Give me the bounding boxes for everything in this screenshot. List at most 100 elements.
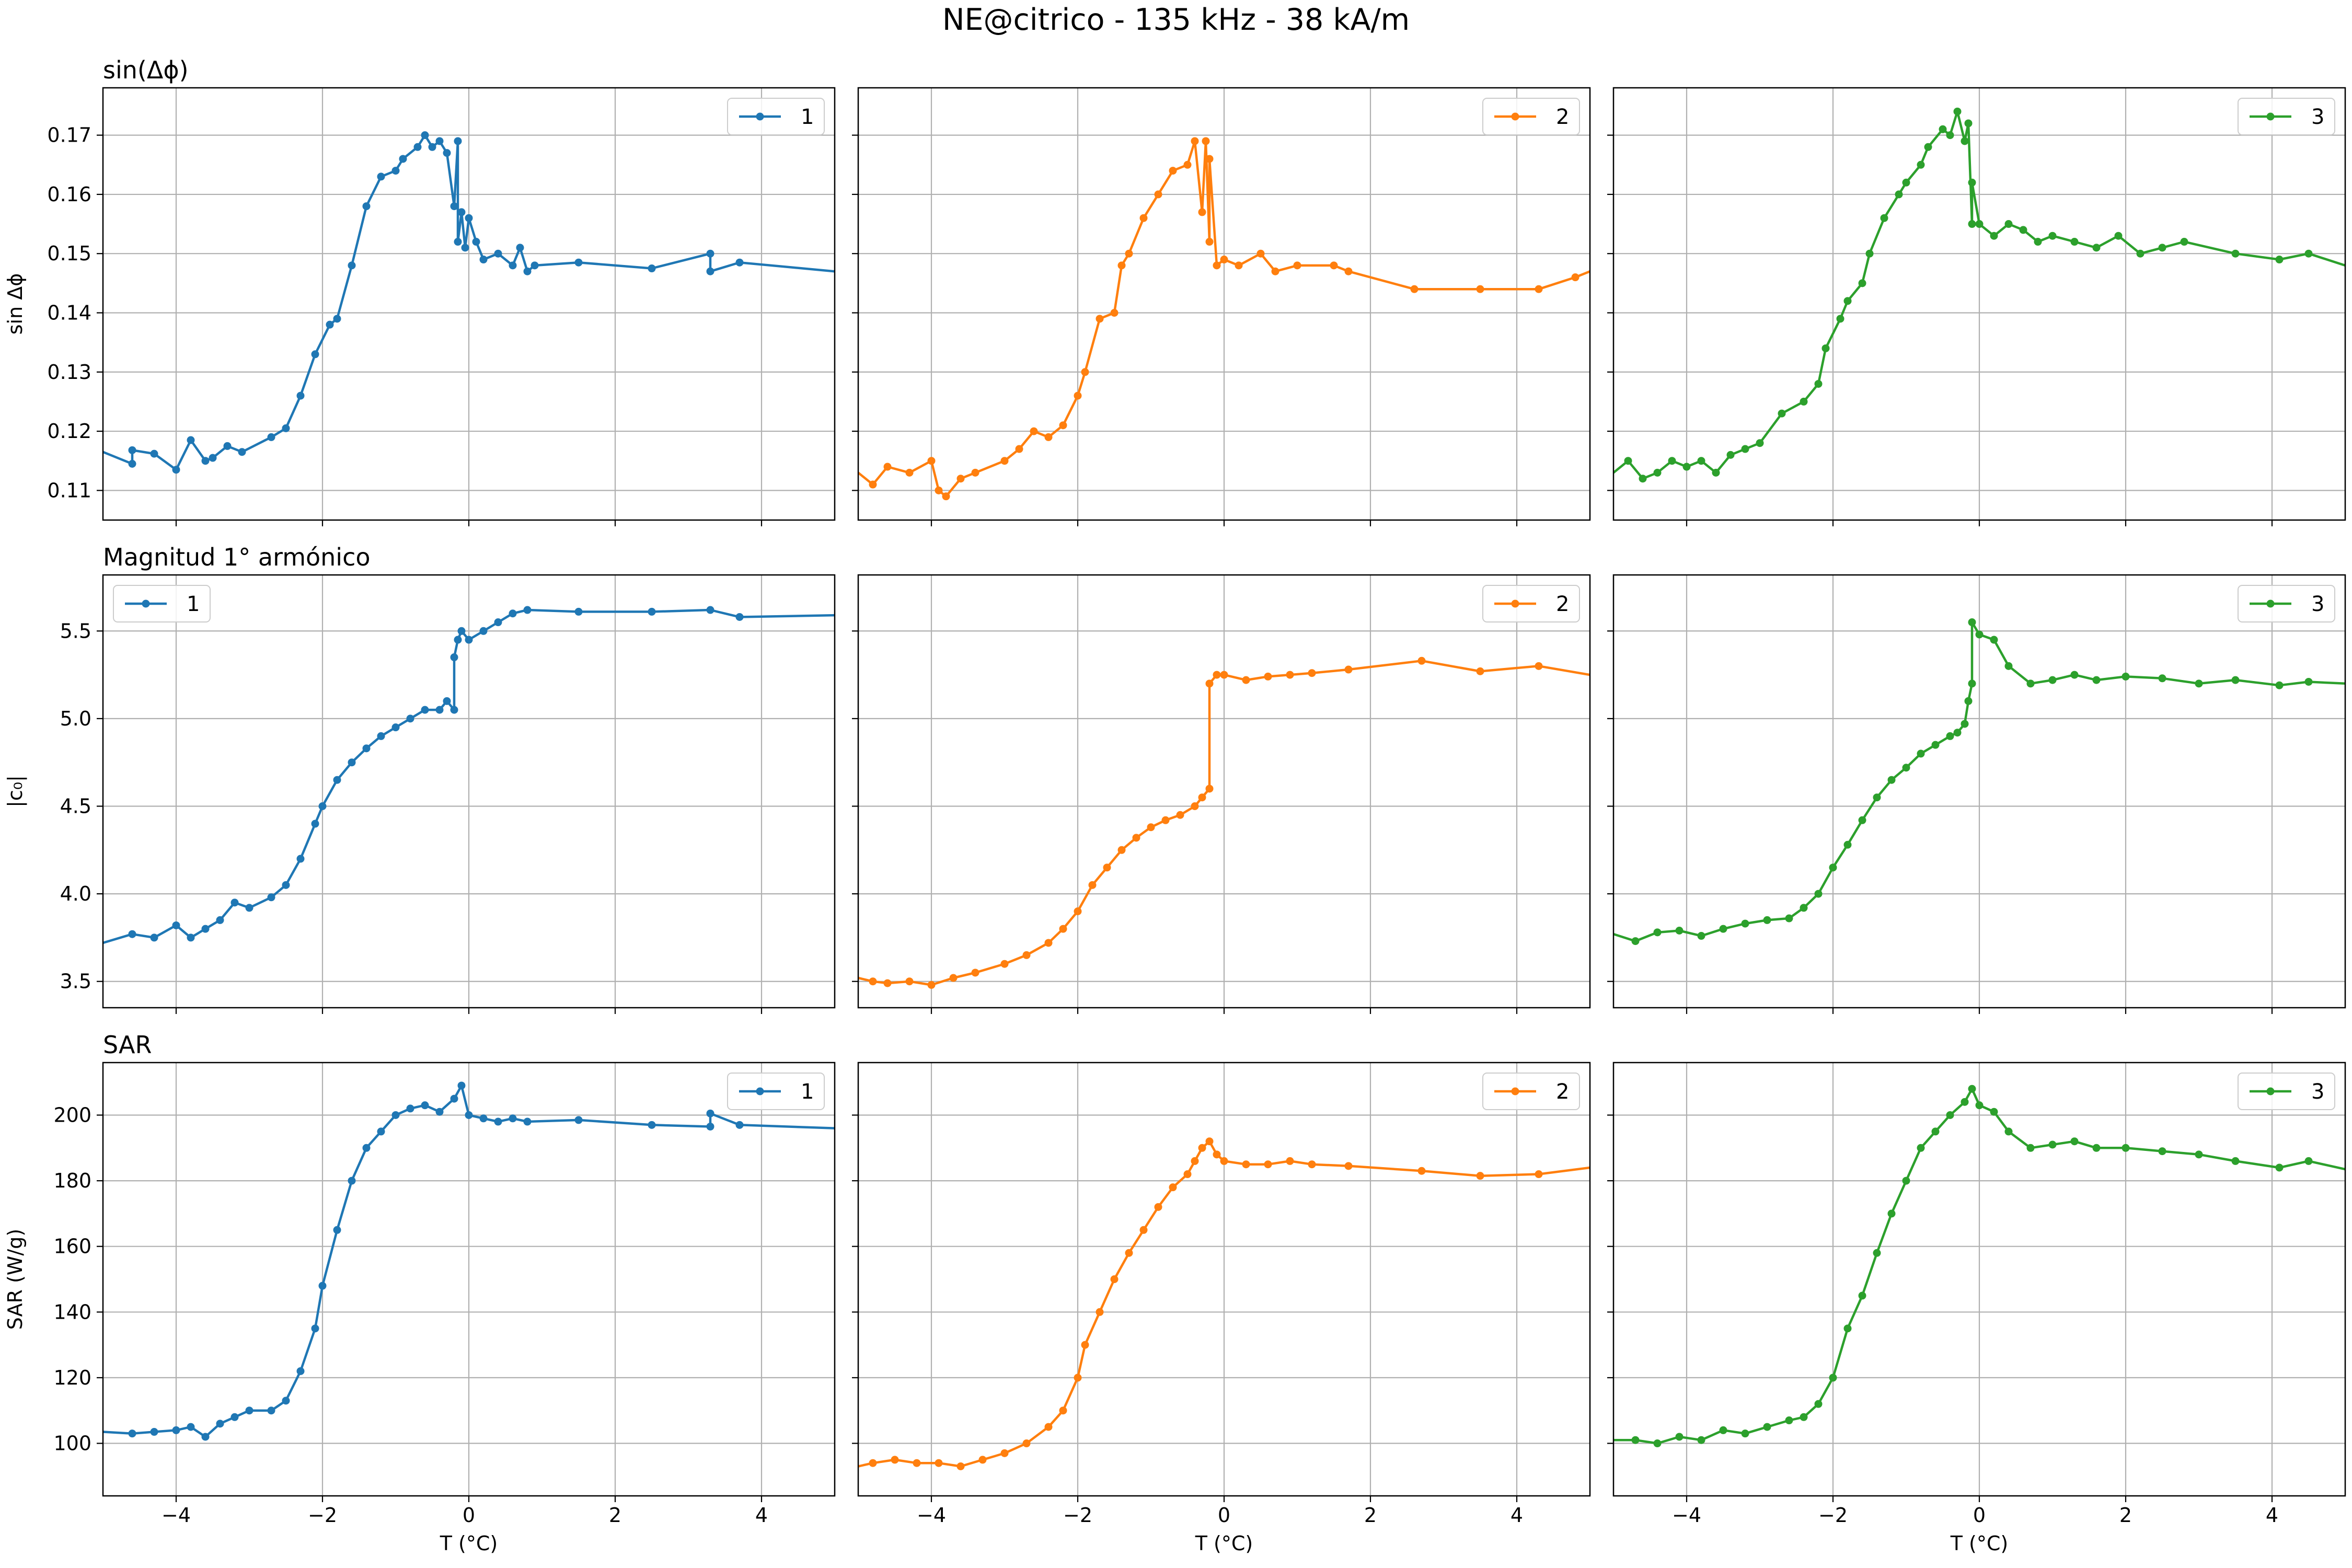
data-point — [523, 267, 532, 275]
data-point — [971, 969, 979, 977]
data-point — [362, 202, 371, 211]
data-point — [311, 1324, 319, 1333]
data-point — [1631, 937, 1640, 946]
data-point — [128, 459, 136, 468]
y-tick-label: 0.14 — [47, 301, 91, 324]
legend-label: 2 — [1556, 592, 1569, 616]
data-point — [1096, 315, 1104, 323]
data-point — [406, 714, 414, 723]
subplot: 0.11 0.12 0.13 0.14 0.15 0.16 0.17 1 — [47, 87, 836, 526]
data-point — [1044, 1423, 1053, 1431]
data-point — [2122, 672, 2130, 681]
series-line — [858, 1140, 1590, 1468]
data-point — [296, 1367, 305, 1375]
legend-marker — [756, 112, 764, 121]
x-tick-label: −2 — [1818, 1504, 1848, 1527]
data-point — [450, 202, 458, 211]
data-point — [1843, 840, 1852, 849]
data-point — [494, 249, 502, 258]
data-point — [216, 1420, 224, 1428]
data-point — [1990, 1108, 1998, 1116]
data-point — [457, 1081, 466, 1090]
y-tick-label: 160 — [53, 1235, 91, 1258]
data-point — [377, 1127, 385, 1136]
data-point — [267, 433, 275, 441]
data-point — [1286, 1157, 1294, 1165]
data-point — [1330, 261, 1338, 270]
data-point — [391, 1111, 400, 1119]
data-point — [1697, 1436, 1705, 1444]
legend: 3 — [2238, 98, 2335, 135]
data-point — [1964, 119, 1973, 128]
data-point — [377, 172, 385, 181]
data-point — [1741, 1429, 1749, 1438]
data-point — [128, 1429, 136, 1438]
data-point — [1154, 1203, 1162, 1211]
data-point — [1946, 732, 1954, 740]
subplot: 3 — [1607, 87, 2346, 526]
data-point — [1125, 249, 1133, 258]
data-point — [1990, 636, 1998, 644]
data-point — [2231, 1157, 2240, 1165]
data-point — [1756, 439, 1764, 447]
data-point — [150, 933, 158, 942]
data-point — [128, 930, 136, 938]
data-point — [1865, 249, 1874, 258]
y-tick-label: 180 — [53, 1169, 91, 1192]
data-point — [706, 606, 714, 614]
data-point — [1924, 143, 1932, 151]
legend-marker — [1511, 599, 1519, 608]
data-point — [883, 463, 892, 471]
data-point — [1763, 1423, 1771, 1431]
subplot: −4 −2 0 2 4 100 120 140 160 180 200 T (°C) 1 — [53, 1062, 836, 1555]
y-tick-label: 4.5 — [60, 794, 91, 817]
data-point — [1964, 697, 1973, 705]
x-tick-label: −4 — [162, 1504, 191, 1527]
data-point — [1778, 409, 1786, 418]
data-point — [1800, 397, 1808, 406]
data-point — [1139, 1226, 1148, 1234]
legend: 1 — [727, 98, 825, 135]
y-tick-label: 0.17 — [47, 124, 91, 147]
data-point — [1183, 160, 1192, 169]
data-point — [348, 758, 356, 767]
data-point — [648, 264, 656, 273]
data-point — [1205, 679, 1214, 688]
data-point — [1242, 1160, 1250, 1169]
legend-label: 1 — [187, 592, 200, 616]
data-point — [2092, 244, 2101, 252]
data-point — [905, 977, 914, 986]
data-point — [1968, 618, 1976, 627]
legend-label: 3 — [2311, 1080, 2324, 1104]
legend-marker — [2266, 1087, 2275, 1096]
data-point — [296, 855, 305, 863]
data-point — [1931, 741, 1940, 749]
legend-label: 3 — [2311, 105, 2324, 129]
data-point — [1044, 939, 1053, 947]
data-point — [574, 258, 583, 267]
data-point — [1022, 951, 1031, 959]
data-point — [869, 1459, 877, 1467]
legend: 2 — [1482, 585, 1580, 622]
data-point — [509, 261, 517, 270]
data-point — [230, 1413, 239, 1421]
data-point — [2070, 671, 2079, 679]
data-point — [1821, 344, 1830, 352]
data-point — [1800, 904, 1808, 912]
x-tick-label: 4 — [2266, 1504, 2278, 1527]
data-point — [435, 137, 444, 145]
y-tick-label: 5.5 — [60, 619, 91, 642]
y-tick-label: 4.0 — [60, 882, 91, 905]
data-point — [443, 149, 451, 157]
data-point — [869, 977, 877, 986]
y-tick-label: 0.15 — [47, 242, 91, 265]
data-point — [421, 131, 429, 140]
data-point — [1000, 960, 1009, 968]
data-point — [1902, 178, 1910, 187]
data-point — [413, 143, 422, 151]
data-point — [450, 1094, 458, 1103]
data-point — [1917, 1144, 1925, 1152]
legend: 2 — [1482, 98, 1580, 135]
data-point — [1902, 1177, 1910, 1185]
data-point — [1169, 1183, 1177, 1192]
